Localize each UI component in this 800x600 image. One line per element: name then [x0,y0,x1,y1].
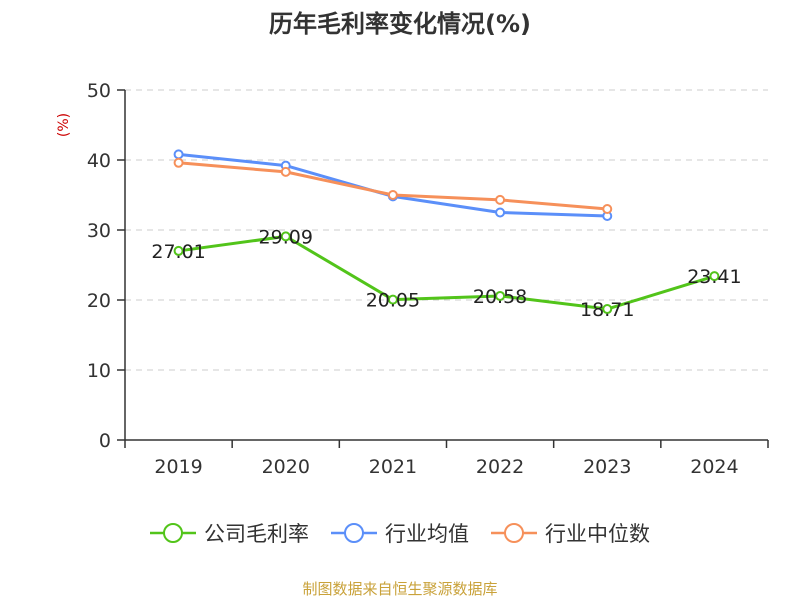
legend-circle [504,523,524,543]
series-line-2 [178,161,608,211]
y-tick-label: 30 [87,220,111,242]
legend-label-industry-avg: 行业均值 [385,522,469,546]
legend-marker-gross-margin [150,523,196,543]
legend-item-industry-median[interactable]: 行业中位数 [491,518,650,548]
legend-circle [344,523,364,543]
data-label: 20.58 [473,286,527,308]
chart-title: 历年毛利率变化情况(%) [269,10,531,38]
legend-circle [163,523,183,543]
y-tick-label: 10 [87,360,111,382]
x-tick-label: 2024 [690,456,738,478]
y-tick-label: 20 [87,290,111,312]
data-point [495,290,506,301]
data-point [280,231,291,242]
legend: 公司毛利率 行业均值 行业中位数 [0,518,800,548]
data-point [173,157,184,168]
grid-lines [125,89,768,371]
line-chart: 0 10 20 30 40 50 2019 2020 2021 2022 2023 2024 27.0… [56,80,769,478]
series-line-0 [178,234,715,311]
legend-marker-industry-avg [331,523,377,543]
legend-marker-industry-median [491,523,537,543]
data-label: 20.05 [366,290,420,312]
legend-item-industry-avg[interactable]: 行业均值 [331,518,469,548]
data-point [602,204,613,214]
y-tick-label: 40 [87,150,111,172]
data-source: 制图数据来自恒生聚源数据库 [302,580,498,598]
data-point [602,304,613,315]
data-label: 27.01 [151,241,205,263]
y-axis-label: (%) [56,113,72,137]
x-tick-label: 2022 [476,456,524,478]
data-point [280,166,291,177]
data-labels: 27.01 29.09 20.05 20.58 18.71 23.41 [151,226,741,321]
legend-item-gross-margin[interactable]: 公司毛利率 [150,518,309,548]
data-point [387,190,398,200]
legend-label-industry-median: 行业中位数 [545,522,650,546]
data-point [173,149,184,160]
data-label: 29.09 [259,226,313,248]
data-label: 18.71 [580,299,634,321]
y-tick-label: 0 [99,430,111,452]
axes: 0 10 20 30 40 50 2019 2020 2021 2022 2023 2024 [87,80,769,478]
data-label: 23.41 [687,266,741,288]
legend-label-gross-margin: 公司毛利率 [204,522,309,546]
y-tick-label: 50 [87,80,111,102]
data-point [173,245,184,256]
x-tick-label: 2020 [262,456,310,478]
x-tick-label: 2019 [154,456,202,478]
data-point [709,271,720,282]
data-point [387,294,398,305]
x-tick-label: 2021 [369,456,417,478]
data-point [495,194,506,205]
series-line-1 [178,152,608,218]
x-tick-label: 2023 [583,456,631,478]
data-point [495,207,506,218]
series-lines [173,149,720,315]
